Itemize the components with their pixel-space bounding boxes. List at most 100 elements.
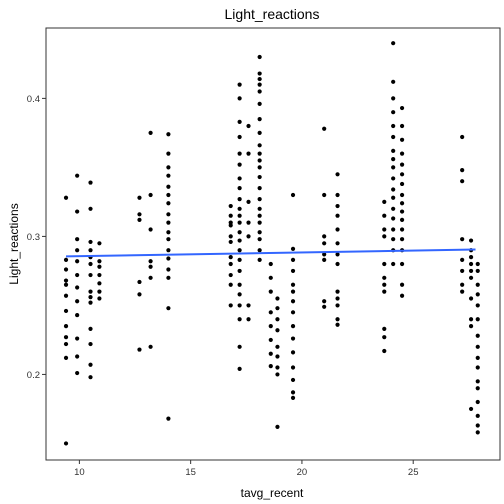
data-point xyxy=(382,261,387,267)
data-point xyxy=(237,317,242,322)
data-point xyxy=(246,303,251,308)
x-axis: 10 15 20 25 xyxy=(74,460,418,478)
data-point xyxy=(335,296,340,301)
data-point xyxy=(97,272,102,278)
data-point xyxy=(237,162,242,167)
data-point xyxy=(237,197,242,202)
data-point xyxy=(63,441,69,446)
data-point xyxy=(166,132,171,137)
data-point xyxy=(268,364,273,369)
data-point xyxy=(322,257,327,262)
data-point xyxy=(166,256,171,261)
data-point xyxy=(246,123,251,129)
data-point xyxy=(391,176,396,181)
data-point xyxy=(97,289,102,294)
data-point xyxy=(322,241,327,246)
data-point xyxy=(268,310,273,315)
data-point xyxy=(166,237,171,242)
data-point xyxy=(322,304,327,309)
data-point xyxy=(460,257,465,262)
data-point xyxy=(237,206,242,211)
data-point xyxy=(166,416,171,421)
data-point xyxy=(166,151,171,156)
data-point xyxy=(237,257,242,262)
data-point xyxy=(475,423,480,428)
data-point xyxy=(399,227,405,232)
data-point xyxy=(257,82,262,87)
data-point xyxy=(237,366,242,372)
data-point xyxy=(246,151,251,156)
data-point xyxy=(275,354,280,359)
data-point xyxy=(257,174,262,180)
data-point xyxy=(275,317,280,322)
data-point xyxy=(290,395,296,400)
data-point xyxy=(75,259,80,264)
data-point xyxy=(257,89,262,94)
data-point xyxy=(75,312,80,318)
data-point xyxy=(88,326,93,331)
data-point xyxy=(228,220,233,225)
data-point xyxy=(399,282,405,287)
data-point xyxy=(75,248,80,253)
y-axis: 0.2 0.3 0.4 xyxy=(27,94,46,381)
data-point xyxy=(399,181,405,187)
data-point xyxy=(475,365,480,370)
data-point xyxy=(391,187,396,192)
data-point xyxy=(88,206,93,211)
data-point xyxy=(228,213,233,218)
data-point xyxy=(237,344,242,349)
data-point xyxy=(75,237,80,242)
data-point xyxy=(97,259,102,264)
points-layer xyxy=(63,41,480,446)
data-point xyxy=(166,267,171,272)
data-point xyxy=(382,199,387,205)
data-point xyxy=(88,341,93,347)
data-point xyxy=(63,257,69,262)
data-point xyxy=(88,362,93,367)
data-point xyxy=(228,234,233,239)
data-point xyxy=(228,239,233,245)
data-point xyxy=(166,165,171,170)
data-point xyxy=(88,180,93,185)
data-point xyxy=(63,341,69,347)
data-point xyxy=(75,299,80,304)
data-point xyxy=(88,289,93,294)
data-point xyxy=(137,279,142,285)
data-point xyxy=(257,143,262,148)
data-point xyxy=(257,165,262,170)
x-axis-title: tavg_recent xyxy=(241,486,304,500)
data-point xyxy=(391,79,396,84)
data-point xyxy=(63,293,69,298)
data-point xyxy=(475,399,480,405)
data-point xyxy=(475,303,480,308)
data-point xyxy=(75,285,80,290)
data-point xyxy=(391,261,396,267)
data-point xyxy=(228,282,233,287)
data-point xyxy=(399,261,405,267)
data-point xyxy=(399,151,405,156)
data-point xyxy=(268,289,273,294)
data-point xyxy=(275,296,280,301)
data-point xyxy=(166,275,171,280)
data-point xyxy=(468,268,474,274)
data-point xyxy=(97,241,102,246)
data-point xyxy=(268,324,273,329)
data-point xyxy=(257,213,262,218)
data-point xyxy=(228,255,233,260)
data-point xyxy=(475,430,480,435)
data-point xyxy=(88,261,93,267)
data-point xyxy=(63,335,69,340)
x-tick-label: 20 xyxy=(297,467,308,478)
data-point xyxy=(382,282,387,287)
data-point xyxy=(257,71,262,76)
data-point xyxy=(63,278,69,283)
data-point xyxy=(257,76,262,82)
data-point xyxy=(166,248,171,253)
data-point xyxy=(257,257,262,262)
data-point xyxy=(391,157,396,162)
data-point xyxy=(460,268,465,274)
data-point xyxy=(391,195,396,200)
data-point xyxy=(468,275,474,280)
data-point xyxy=(290,246,296,251)
data-point xyxy=(237,268,242,274)
